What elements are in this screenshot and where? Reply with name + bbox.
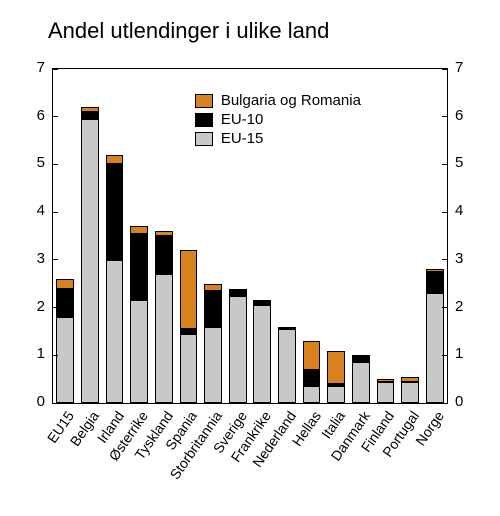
- bar-segment: [352, 355, 370, 362]
- y-label-right: 3: [455, 250, 463, 267]
- bar-segment: [81, 119, 99, 403]
- legend-label: Bulgaria og Romania: [221, 92, 361, 109]
- bar-segment: [303, 341, 321, 370]
- legend-item: EU-15: [195, 130, 361, 147]
- y-tick-left: [53, 259, 58, 260]
- y-tick-right: [442, 403, 447, 404]
- bar-segment: [253, 300, 271, 305]
- bar-segment: [278, 329, 296, 403]
- y-tick-left: [53, 164, 58, 165]
- legend-swatch: [195, 132, 213, 146]
- bar-segment: [401, 382, 419, 403]
- bar-segment: [229, 296, 247, 403]
- bar-segment: [204, 291, 222, 327]
- y-label-left: 4: [37, 202, 45, 219]
- bar-segment: [130, 234, 148, 301]
- bar-segment: [106, 164, 124, 259]
- legend-label: EU-10: [221, 111, 264, 128]
- y-label-left: 1: [37, 345, 45, 362]
- bar-segment: [180, 250, 198, 329]
- legend-item: Bulgaria og Romania: [195, 92, 361, 109]
- y-label-right: 0: [455, 393, 463, 410]
- legend: Bulgaria og Romania EU-10 EU-15: [195, 92, 361, 149]
- bar-segment: [130, 226, 148, 233]
- chart-title: Andel utlendinger i ulike land: [48, 18, 329, 44]
- bar-segment: [81, 107, 99, 112]
- plot-area: Bulgaria og Romania EU-10 EU-15: [52, 68, 448, 404]
- bar-segment: [155, 231, 173, 236]
- bar-segment: [180, 334, 198, 403]
- y-label-right: 2: [455, 298, 463, 315]
- bar-segment: [106, 155, 124, 165]
- bar-segment: [327, 386, 345, 403]
- bar-segment: [204, 327, 222, 403]
- legend-label: EU-15: [221, 130, 264, 147]
- bar-segment: [401, 377, 419, 382]
- bar-segment: [56, 279, 74, 289]
- y-label-left: 7: [37, 59, 45, 76]
- y-tick-right: [442, 116, 447, 117]
- y-tick-left: [53, 116, 58, 117]
- bar-segment: [56, 317, 74, 403]
- y-label-left: 3: [37, 250, 45, 267]
- bar-segment: [303, 386, 321, 403]
- bar-segment: [204, 284, 222, 291]
- y-tick-right: [442, 307, 447, 308]
- y-tick-left: [53, 69, 58, 70]
- y-tick-right: [442, 164, 447, 165]
- bar-segment: [155, 274, 173, 403]
- bar-segment: [56, 289, 74, 318]
- y-label-right: 6: [455, 107, 463, 124]
- y-tick-right: [442, 355, 447, 356]
- bar-segment: [327, 351, 345, 384]
- y-tick-left: [53, 403, 58, 404]
- bar-segment: [377, 382, 395, 403]
- y-label-right: 5: [455, 154, 463, 171]
- y-label-left: 5: [37, 154, 45, 171]
- bar-segment: [253, 305, 271, 403]
- y-tick-right: [442, 69, 447, 70]
- y-label-left: 2: [37, 298, 45, 315]
- y-label-right: 1: [455, 345, 463, 362]
- legend-swatch: [195, 113, 213, 127]
- bar-segment: [106, 260, 124, 403]
- bar-segment: [426, 293, 444, 403]
- bar-segment: [180, 329, 198, 334]
- bar-segment: [81, 112, 99, 119]
- y-tick-left: [53, 212, 58, 213]
- legend-swatch: [195, 94, 213, 108]
- bar-segment: [303, 370, 321, 387]
- bar-segment: [278, 327, 296, 329]
- y-tick-left: [53, 355, 58, 356]
- y-label-left: 6: [37, 107, 45, 124]
- y-label-right: 7: [455, 59, 463, 76]
- bar-segment: [130, 300, 148, 403]
- legend-item: EU-10: [195, 111, 361, 128]
- chart-container: Andel utlendinger i ulike land Bulgaria …: [0, 0, 500, 516]
- bar-segment: [377, 379, 395, 381]
- bar-segment: [426, 269, 444, 271]
- bar-segment: [155, 236, 173, 274]
- bar-segment: [327, 384, 345, 386]
- y-tick-left: [53, 307, 58, 308]
- y-tick-right: [442, 259, 447, 260]
- bar-segment: [352, 362, 370, 403]
- y-tick-right: [442, 212, 447, 213]
- y-label-left: 0: [37, 393, 45, 410]
- bar-segment: [229, 289, 247, 296]
- bar-segment: [426, 272, 444, 293]
- y-label-right: 4: [455, 202, 463, 219]
